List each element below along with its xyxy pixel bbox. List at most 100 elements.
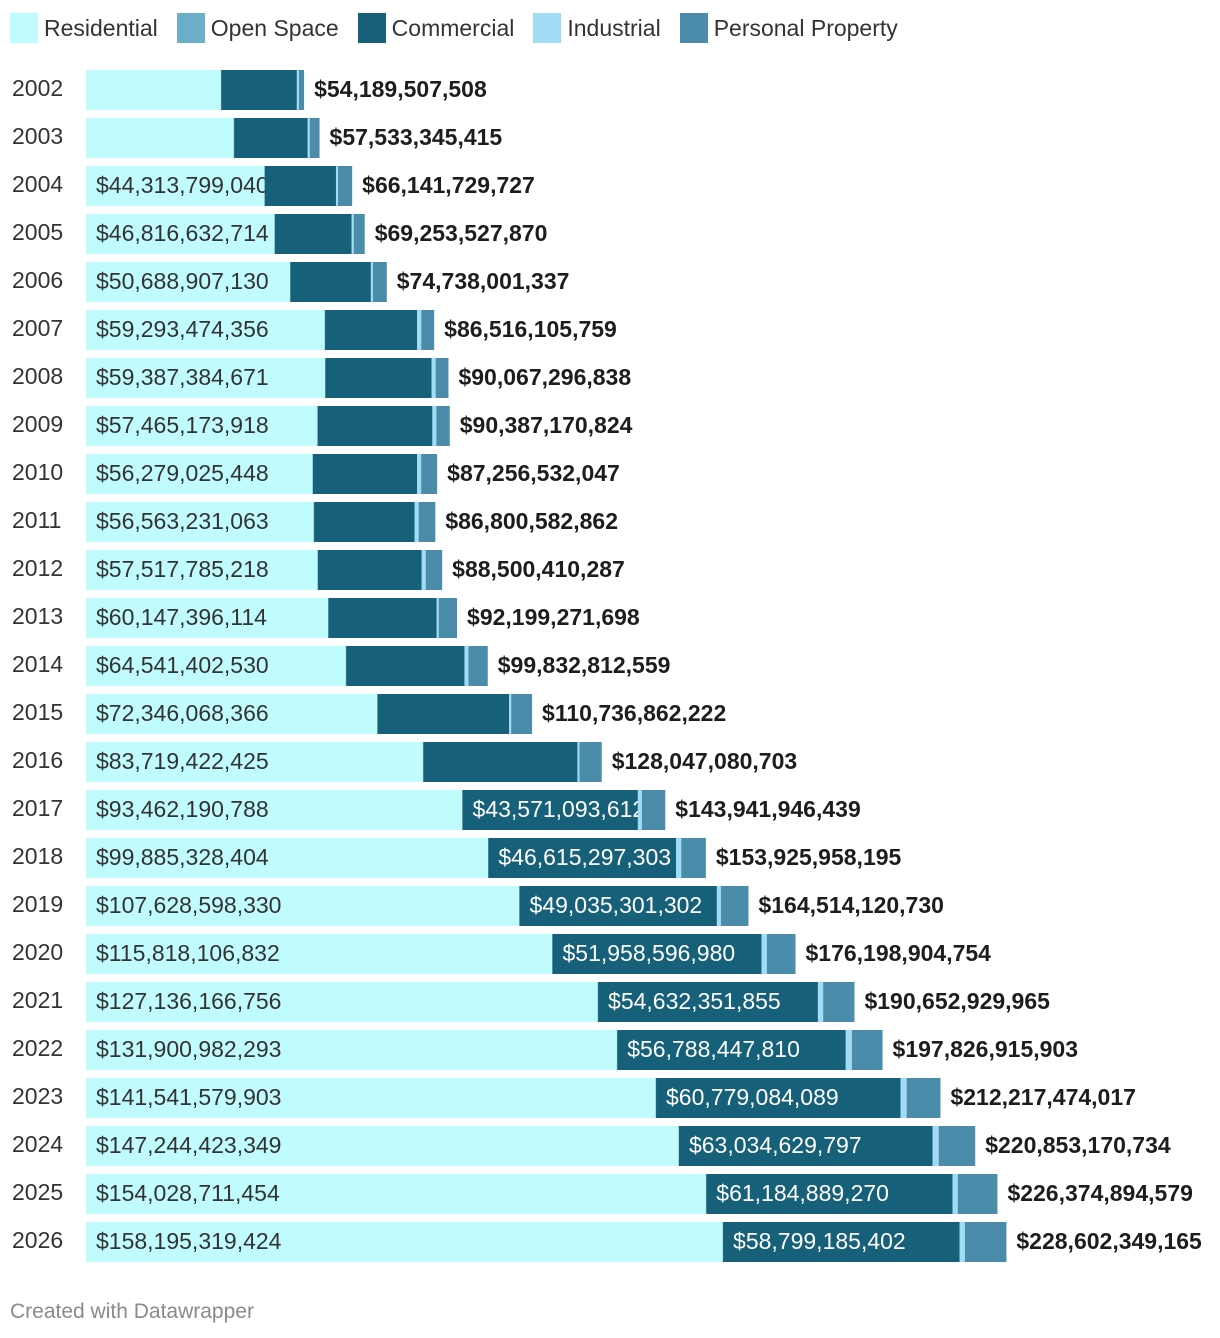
segment-value-label: $147,244,423,349 <box>96 1132 281 1158</box>
bar-segment-residential <box>86 118 234 158</box>
segment-value-label: $61,184,889,270 <box>716 1180 889 1206</box>
bar-segment-personal-property <box>309 118 320 158</box>
bar-segment-personal-property <box>641 790 666 830</box>
total-value-label: $66,141,729,727 <box>362 172 535 198</box>
bar-segment-residential <box>86 790 463 830</box>
year-label: 2012 <box>12 555 63 581</box>
bar-segment-industrial <box>307 118 310 158</box>
legend-label: Commercial <box>391 14 515 41</box>
bar-segment-commercial <box>346 646 465 686</box>
total-value-label: $110,736,862,222 <box>542 700 726 726</box>
bar-segment-industrial <box>845 1030 852 1070</box>
bar-segment-personal-property <box>851 1030 883 1070</box>
bar-segment-residential <box>86 70 221 110</box>
year-label: 2004 <box>12 171 63 197</box>
bar-segment-industrial <box>637 790 642 830</box>
bar-segment-residential <box>86 406 318 446</box>
bar-segment-personal-property <box>938 1126 976 1166</box>
year-label: 2007 <box>12 315 63 341</box>
total-value-label: $176,198,904,754 <box>806 940 992 966</box>
bar-segment-residential <box>86 166 265 206</box>
bar-segment-commercial <box>274 214 352 254</box>
year-label: 2024 <box>12 1131 63 1157</box>
total-value-label: $226,374,894,579 <box>1007 1180 1192 1206</box>
bar-segment-residential <box>86 214 275 254</box>
legend-label: Personal Property <box>713 14 898 41</box>
bar-segment-industrial <box>351 214 354 254</box>
bar-segment-personal-property <box>418 502 436 542</box>
segment-value-label: $141,541,579,903 <box>96 1084 281 1110</box>
total-value-label: $153,925,958,195 <box>716 844 902 870</box>
segment-value-label: $43,571,093,612 <box>473 796 646 822</box>
total-value-label: $92,199,271,698 <box>467 604 640 630</box>
segment-value-label: $72,346,068,366 <box>96 700 269 726</box>
bar-segment-residential <box>86 262 290 302</box>
bar-segment-commercial <box>656 1078 901 1118</box>
year-label: 2021 <box>12 987 63 1013</box>
bar-segment-personal-property <box>435 358 449 398</box>
bar-segment-residential <box>86 1078 656 1118</box>
year-label: 2023 <box>12 1083 63 1109</box>
bar-segment-personal-property <box>720 886 749 926</box>
total-value-label: $143,941,946,439 <box>675 796 860 822</box>
bar-segment-residential <box>86 982 598 1022</box>
bar-segment-residential <box>86 838 488 878</box>
bar-segment-personal-property <box>766 934 796 974</box>
bar-segment-industrial <box>577 742 580 782</box>
bar-segment-personal-property <box>421 310 435 350</box>
bar-segment-personal-property <box>425 550 443 590</box>
total-value-label: $212,217,474,017 <box>950 1084 1135 1110</box>
year-label: 2011 <box>12 507 61 533</box>
segment-value-label: $154,028,711,454 <box>96 1180 280 1206</box>
bar-segment-industrial <box>817 982 824 1022</box>
bar-segment-personal-property <box>681 838 706 878</box>
legend-item-open-space: Open Space <box>176 13 339 43</box>
total-value-label: $86,800,582,862 <box>445 508 618 534</box>
year-label: 2018 <box>12 843 63 869</box>
year-label: 2008 <box>12 363 63 389</box>
year-label: 2005 <box>12 219 63 245</box>
segment-value-label: $59,293,474,356 <box>96 316 269 342</box>
bar-segment-residential <box>86 742 423 782</box>
bar-segment-industrial <box>932 1126 939 1166</box>
bar-segment-commercial <box>706 1174 953 1214</box>
bar-segment-commercial <box>423 742 578 782</box>
chart-legend: Residential Open Space Commercial Industria… <box>10 12 917 44</box>
bar-segment-commercial <box>617 1030 846 1070</box>
total-value-label: $190,652,929,965 <box>864 988 1050 1014</box>
year-label: 2017 <box>12 795 63 821</box>
bar-segment-residential <box>86 358 326 398</box>
legend-swatch <box>679 13 708 43</box>
bar-segment-commercial <box>519 886 717 926</box>
bar-segment-commercial <box>290 262 371 302</box>
total-value-label: $57,533,345,415 <box>330 124 503 150</box>
bar-segment-commercial <box>234 118 308 158</box>
bar-segment-industrial <box>421 550 426 590</box>
segment-value-label: $56,563,231,063 <box>96 508 269 534</box>
bar-segment-industrial <box>464 646 469 686</box>
bar-segment-industrial <box>370 262 373 302</box>
bar-segment-industrial <box>900 1078 907 1118</box>
bar-segment-commercial <box>552 934 762 974</box>
bar-segment-residential <box>86 1222 723 1262</box>
segment-value-label: $158,195,319,424 <box>96 1228 282 1254</box>
bar-segment-residential <box>86 550 318 590</box>
bar-segment-commercial <box>325 358 432 398</box>
bar-segment-commercial <box>221 70 297 110</box>
segment-value-label: $50,688,907,130 <box>96 268 269 294</box>
bar-segment-industrial <box>335 166 338 206</box>
bar-segment-commercial <box>462 790 638 830</box>
segment-value-label: $58,799,185,402 <box>733 1228 906 1254</box>
footer-credit: Created with Datawrapper <box>10 1300 254 1323</box>
legend-item-residential: Residential <box>10 13 158 43</box>
segment-value-label: $127,136,166,756 <box>96 988 281 1014</box>
bar-segment-personal-property <box>511 694 533 734</box>
bar-segment-residential <box>86 1030 617 1070</box>
segment-value-label: $44,313,799,040 <box>96 172 269 198</box>
total-value-label: $69,253,527,870 <box>375 220 548 246</box>
bar-segment-industrial <box>509 694 512 734</box>
segment-value-label: $93,462,190,788 <box>96 796 269 822</box>
total-value-label: $99,832,812,559 <box>498 652 671 678</box>
bar-segment-commercial <box>723 1222 960 1262</box>
segment-value-label: $99,885,328,404 <box>96 844 269 870</box>
